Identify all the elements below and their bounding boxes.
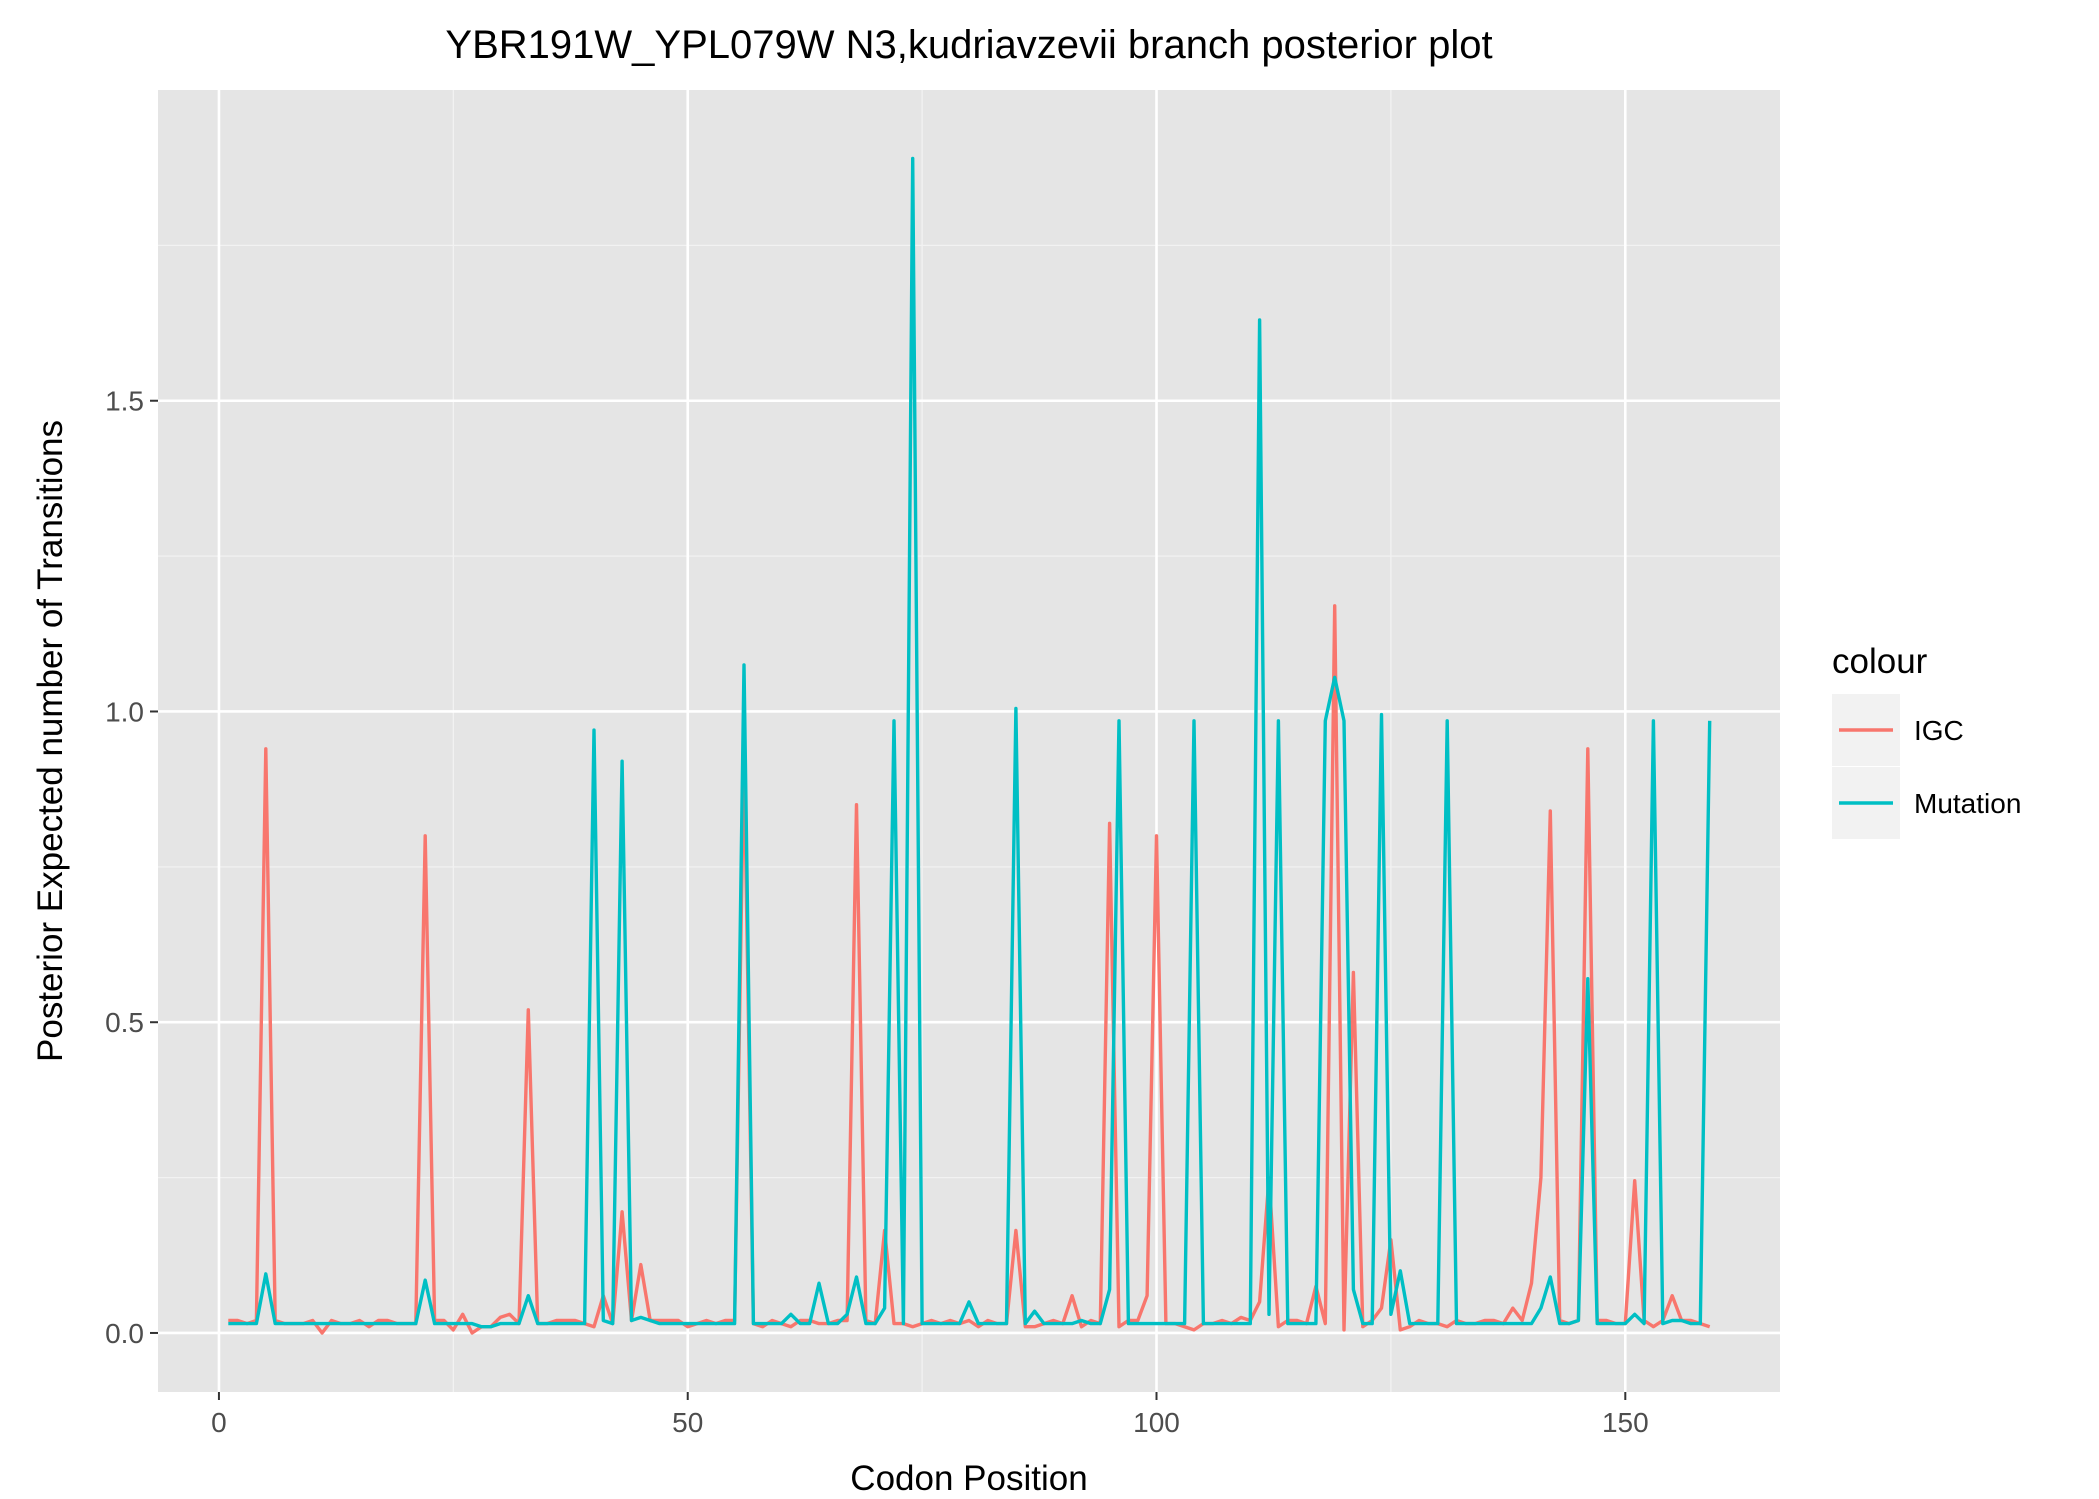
legend-label-igc: IGC [1914,715,1964,746]
x-tick-label-1: 50 [672,1407,703,1438]
series-line-mutation [228,156,1712,1329]
y-tick-label-3: 1.5 [105,386,144,417]
grid-minor [158,90,1780,1392]
y-tick-label-2: 1.0 [105,696,144,727]
x-axis-ticks: 0 50 100 150 [211,1392,1649,1438]
plot-panel [158,90,1780,1392]
legend-item-mutation: Mutation [1832,767,2021,839]
series-layer [228,156,1712,1335]
legend: colour IGC Mutation [1832,642,2021,839]
x-axis-title: Codon Position [850,1459,1087,1498]
x-tick-label-0: 0 [211,1407,227,1438]
y-axis-ticks: 0.0 0.5 1.0 1.5 [105,386,158,1349]
chart-title: YBR191W_YPL079W N3,kudriavzevii branch p… [445,23,1492,67]
x-tick-label-3: 150 [1602,1407,1649,1438]
legend-item-igc: IGC [1832,694,1964,766]
y-tick-label-1: 0.5 [105,1007,144,1038]
y-axis-title: Posterior Expected number of Transitions [31,420,70,1062]
legend-label-mutation: Mutation [1914,788,2021,819]
legend-title: colour [1832,642,1928,681]
x-tick-label-2: 100 [1133,1407,1180,1438]
grid-major [158,90,1780,1392]
legend-items: IGC Mutation [1832,694,2021,839]
y-tick-label-0: 0.0 [105,1318,144,1349]
